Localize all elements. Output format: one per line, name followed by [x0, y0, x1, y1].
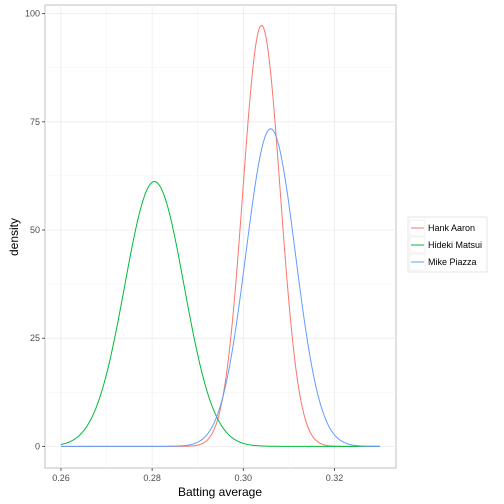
x-tick-label: 0.26 [52, 473, 70, 483]
x-tick-label: 0.28 [143, 473, 161, 483]
x-tick-label: 0.30 [235, 473, 253, 483]
x-axis: 0.26 0.28 0.30 0.32 [52, 468, 343, 483]
minor-gridlines [45, 5, 396, 468]
legend-label-hank-aaron: Hank Aaron [428, 223, 475, 233]
legend-label-hideki-matsui: Hideki Matsui [428, 240, 482, 250]
y-axis-title: density [7, 218, 21, 256]
y-tick-label: 100 [25, 9, 40, 19]
y-tick-label: 50 [30, 225, 40, 235]
density-line-mike-piazza [60, 128, 381, 447]
legend-label-mike-piazza: Mike Piazza [428, 257, 477, 267]
density-line-hideki-matsui [60, 181, 381, 447]
y-axis: 0 25 50 75 100 [25, 9, 45, 451]
legend: Hank Aaron Hideki Matsui Mike Piazza [407, 216, 488, 273]
x-tick-label: 0.32 [326, 473, 344, 483]
y-tick-label: 25 [30, 333, 40, 343]
panel-background [44, 4, 397, 469]
x-axis-title: Batting average [178, 485, 262, 499]
series-lines [60, 24, 381, 447]
y-tick-label: 0 [35, 441, 40, 451]
y-tick-label: 75 [30, 117, 40, 127]
